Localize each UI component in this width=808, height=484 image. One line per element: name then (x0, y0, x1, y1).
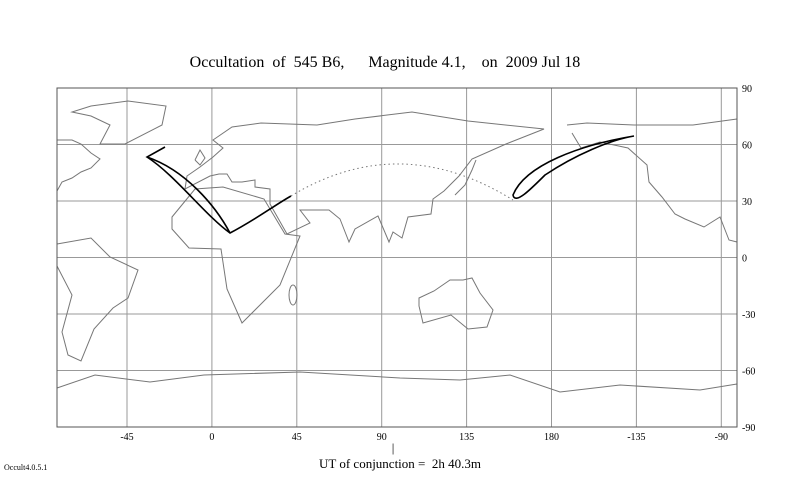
greenland (70, 100, 167, 145)
longitude-label: 90 (377, 432, 387, 443)
north-america (571, 132, 738, 243)
map-frame (56, 87, 738, 428)
longitude-label: -135 (627, 432, 645, 443)
eurasia (184, 111, 545, 244)
path-daylight (290, 163, 514, 201)
longitude-label: 45 (292, 432, 302, 443)
antarctica (56, 371, 738, 393)
latitude-label: 30 (742, 197, 752, 208)
latitude-label: -90 (742, 423, 755, 434)
longitude-label: 135 (459, 432, 474, 443)
conjunction-marker: | (392, 440, 395, 455)
path-limit-west-2 (146, 156, 231, 234)
latitude-label: -60 (742, 367, 755, 378)
latitude-label: 90 (742, 84, 752, 95)
conjunction-label: UT of conjunction = 2h 40.3m (319, 456, 481, 471)
latitude-label: -30 (742, 310, 755, 321)
australia (418, 277, 494, 330)
longitude-label: -45 (120, 432, 133, 443)
path-limit-west (145, 146, 292, 234)
version-label: Occult4.0.5.1 (4, 463, 47, 472)
madagascar (288, 284, 298, 306)
longitude-label: -90 (715, 432, 728, 443)
north-america-east (56, 139, 101, 192)
britain (194, 148, 206, 166)
coastlines (56, 100, 738, 393)
north-america-west (566, 118, 738, 126)
longitude-label: 0 (209, 432, 214, 443)
map-title: Occultation of 545 B6, Magnitude 4.1, on… (190, 54, 581, 71)
graticule (57, 87, 737, 428)
latitude-label: 60 (742, 141, 752, 152)
longitude-label: 180 (544, 432, 559, 443)
africa (171, 186, 301, 324)
occultation-path (145, 135, 635, 234)
latitude-label: 0 (742, 254, 747, 265)
path-limit-east (512, 135, 635, 199)
south-america (56, 237, 139, 362)
